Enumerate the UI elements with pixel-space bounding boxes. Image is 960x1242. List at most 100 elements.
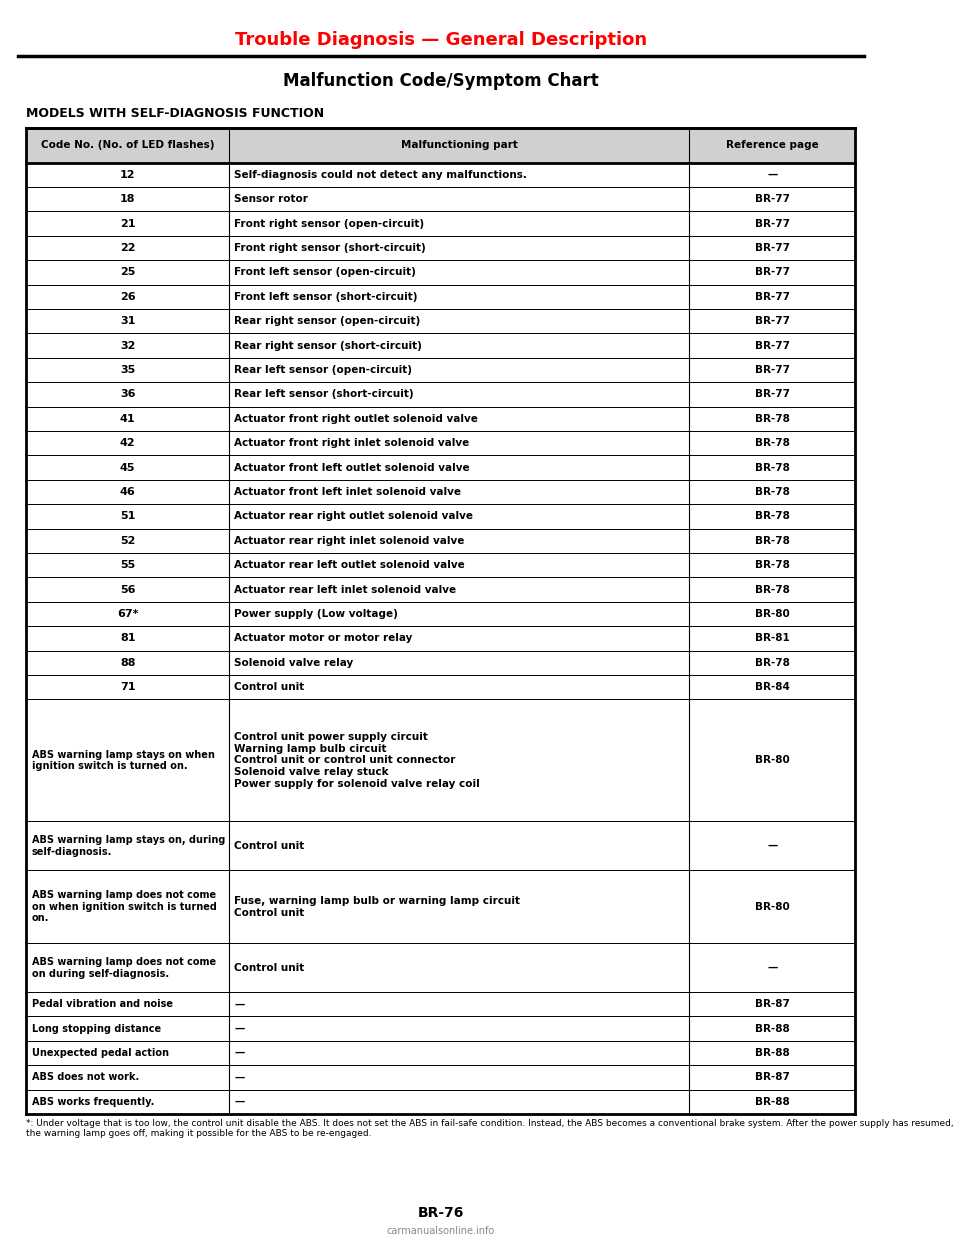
Text: Control unit: Control unit bbox=[234, 963, 304, 972]
Text: Actuator rear left outlet solenoid valve: Actuator rear left outlet solenoid valve bbox=[234, 560, 465, 570]
Text: BR-84: BR-84 bbox=[755, 682, 790, 692]
Text: 46: 46 bbox=[120, 487, 135, 497]
Text: BR-88: BR-88 bbox=[755, 1048, 790, 1058]
Text: ABS warning lamp stays on when
ignition switch is turned on.: ABS warning lamp stays on when ignition … bbox=[32, 750, 215, 771]
Text: —: — bbox=[234, 1048, 245, 1058]
Text: —: — bbox=[767, 170, 778, 180]
Text: Front left sensor (short-circuit): Front left sensor (short-circuit) bbox=[234, 292, 418, 302]
Text: BR-77: BR-77 bbox=[755, 267, 790, 277]
Text: 51: 51 bbox=[120, 512, 135, 522]
Text: 26: 26 bbox=[120, 292, 135, 302]
Text: *: Under voltage that is too low, the control unit disable the ABS. It does not : *: Under voltage that is too low, the co… bbox=[27, 1119, 954, 1139]
Text: BR-78: BR-78 bbox=[755, 658, 790, 668]
Text: ABS works frequently.: ABS works frequently. bbox=[32, 1097, 155, 1107]
Text: Long stopping distance: Long stopping distance bbox=[32, 1023, 161, 1033]
Text: Malfunctioning part: Malfunctioning part bbox=[401, 140, 517, 150]
Text: —: — bbox=[234, 1097, 245, 1107]
Text: BR-78: BR-78 bbox=[755, 462, 790, 473]
Text: 42: 42 bbox=[120, 438, 135, 448]
Text: 22: 22 bbox=[120, 243, 135, 253]
Bar bbox=[27, 128, 855, 163]
Text: Control unit power supply circuit
Warning lamp bulb circuit
Control unit or cont: Control unit power supply circuit Warnin… bbox=[234, 732, 480, 789]
Text: —: — bbox=[234, 1000, 245, 1010]
Text: Malfunction Code/Symptom Chart: Malfunction Code/Symptom Chart bbox=[283, 72, 599, 89]
Text: BR-88: BR-88 bbox=[755, 1097, 790, 1107]
Text: BR-76: BR-76 bbox=[418, 1206, 464, 1220]
Text: 32: 32 bbox=[120, 340, 135, 350]
Text: Actuator rear left inlet solenoid valve: Actuator rear left inlet solenoid valve bbox=[234, 585, 456, 595]
Text: Control unit: Control unit bbox=[234, 682, 304, 692]
Text: 21: 21 bbox=[120, 219, 135, 229]
Text: Rear left sensor (open-circuit): Rear left sensor (open-circuit) bbox=[234, 365, 413, 375]
Text: MODELS WITH SELF-DIAGNOSIS FUNCTION: MODELS WITH SELF-DIAGNOSIS FUNCTION bbox=[27, 107, 324, 119]
Text: Power supply (Low voltage): Power supply (Low voltage) bbox=[234, 609, 398, 619]
Text: Fuse, warning lamp bulb or warning lamp circuit
Control unit: Fuse, warning lamp bulb or warning lamp … bbox=[234, 895, 520, 918]
Text: Code No. (No. of LED flashes): Code No. (No. of LED flashes) bbox=[41, 140, 214, 150]
Text: Reference page: Reference page bbox=[726, 140, 819, 150]
Text: —: — bbox=[767, 841, 778, 851]
Text: 45: 45 bbox=[120, 462, 135, 473]
Text: 41: 41 bbox=[120, 414, 135, 424]
Text: BR-77: BR-77 bbox=[755, 317, 790, 327]
Text: Actuator rear right outlet solenoid valve: Actuator rear right outlet solenoid valv… bbox=[234, 512, 473, 522]
Text: Actuator front right inlet solenoid valve: Actuator front right inlet solenoid valv… bbox=[234, 438, 469, 448]
Text: Front left sensor (open-circuit): Front left sensor (open-circuit) bbox=[234, 267, 417, 277]
Text: BR-77: BR-77 bbox=[755, 194, 790, 204]
Text: BR-77: BR-77 bbox=[755, 243, 790, 253]
Text: Rear right sensor (open-circuit): Rear right sensor (open-circuit) bbox=[234, 317, 420, 327]
Text: BR-81: BR-81 bbox=[755, 633, 790, 643]
Text: 71: 71 bbox=[120, 682, 135, 692]
Text: 52: 52 bbox=[120, 535, 135, 545]
Text: Unexpected pedal action: Unexpected pedal action bbox=[32, 1048, 169, 1058]
Text: 31: 31 bbox=[120, 317, 135, 327]
Text: Pedal vibration and noise: Pedal vibration and noise bbox=[32, 1000, 173, 1010]
Text: Trouble Diagnosis — General Description: Trouble Diagnosis — General Description bbox=[235, 31, 647, 48]
Text: 81: 81 bbox=[120, 633, 135, 643]
Text: BR-78: BR-78 bbox=[755, 560, 790, 570]
Text: Control unit: Control unit bbox=[234, 841, 304, 851]
Text: BR-78: BR-78 bbox=[755, 438, 790, 448]
Text: BR-80: BR-80 bbox=[755, 609, 790, 619]
Text: 12: 12 bbox=[120, 170, 135, 180]
Text: BR-77: BR-77 bbox=[755, 390, 790, 400]
Text: Solenoid valve relay: Solenoid valve relay bbox=[234, 658, 353, 668]
Text: BR-80: BR-80 bbox=[755, 755, 790, 765]
Text: BR-87: BR-87 bbox=[755, 1000, 790, 1010]
Text: BR-77: BR-77 bbox=[755, 365, 790, 375]
Text: —: — bbox=[767, 963, 778, 972]
Text: BR-78: BR-78 bbox=[755, 535, 790, 545]
Text: Rear left sensor (short-circuit): Rear left sensor (short-circuit) bbox=[234, 390, 414, 400]
Text: BR-78: BR-78 bbox=[755, 487, 790, 497]
Text: 56: 56 bbox=[120, 585, 135, 595]
Text: Front right sensor (open-circuit): Front right sensor (open-circuit) bbox=[234, 219, 424, 229]
Text: BR-87: BR-87 bbox=[755, 1073, 790, 1083]
Text: BR-77: BR-77 bbox=[755, 219, 790, 229]
Text: ABS warning lamp does not come
on during self-diagnosis.: ABS warning lamp does not come on during… bbox=[32, 956, 216, 979]
Text: BR-78: BR-78 bbox=[755, 414, 790, 424]
Text: ABS warning lamp stays on, during
self-diagnosis.: ABS warning lamp stays on, during self-d… bbox=[32, 835, 225, 857]
Text: BR-77: BR-77 bbox=[755, 292, 790, 302]
Text: Actuator rear right inlet solenoid valve: Actuator rear right inlet solenoid valve bbox=[234, 535, 465, 545]
Text: Actuator front left inlet solenoid valve: Actuator front left inlet solenoid valve bbox=[234, 487, 462, 497]
Text: ABS does not work.: ABS does not work. bbox=[32, 1073, 139, 1083]
Text: Actuator front right outlet solenoid valve: Actuator front right outlet solenoid val… bbox=[234, 414, 478, 424]
Text: BR-80: BR-80 bbox=[755, 902, 790, 912]
Text: 88: 88 bbox=[120, 658, 135, 668]
Text: BR-78: BR-78 bbox=[755, 512, 790, 522]
Text: Self-diagnosis could not detect any malfunctions.: Self-diagnosis could not detect any malf… bbox=[234, 170, 527, 180]
Text: BR-77: BR-77 bbox=[755, 340, 790, 350]
Text: carmanualsonline.info: carmanualsonline.info bbox=[387, 1226, 495, 1236]
Text: 25: 25 bbox=[120, 267, 135, 277]
Text: BR-78: BR-78 bbox=[755, 585, 790, 595]
Text: Actuator front left outlet solenoid valve: Actuator front left outlet solenoid valv… bbox=[234, 462, 470, 473]
Text: 55: 55 bbox=[120, 560, 135, 570]
Text: 36: 36 bbox=[120, 390, 135, 400]
Text: Rear right sensor (short-circuit): Rear right sensor (short-circuit) bbox=[234, 340, 422, 350]
Text: Actuator motor or motor relay: Actuator motor or motor relay bbox=[234, 633, 413, 643]
Text: —: — bbox=[234, 1023, 245, 1033]
Text: 35: 35 bbox=[120, 365, 135, 375]
Text: BR-88: BR-88 bbox=[755, 1023, 790, 1033]
Text: ABS warning lamp does not come
on when ignition switch is turned
on.: ABS warning lamp does not come on when i… bbox=[32, 891, 217, 923]
Text: —: — bbox=[234, 1073, 245, 1083]
Text: Sensor rotor: Sensor rotor bbox=[234, 194, 308, 204]
